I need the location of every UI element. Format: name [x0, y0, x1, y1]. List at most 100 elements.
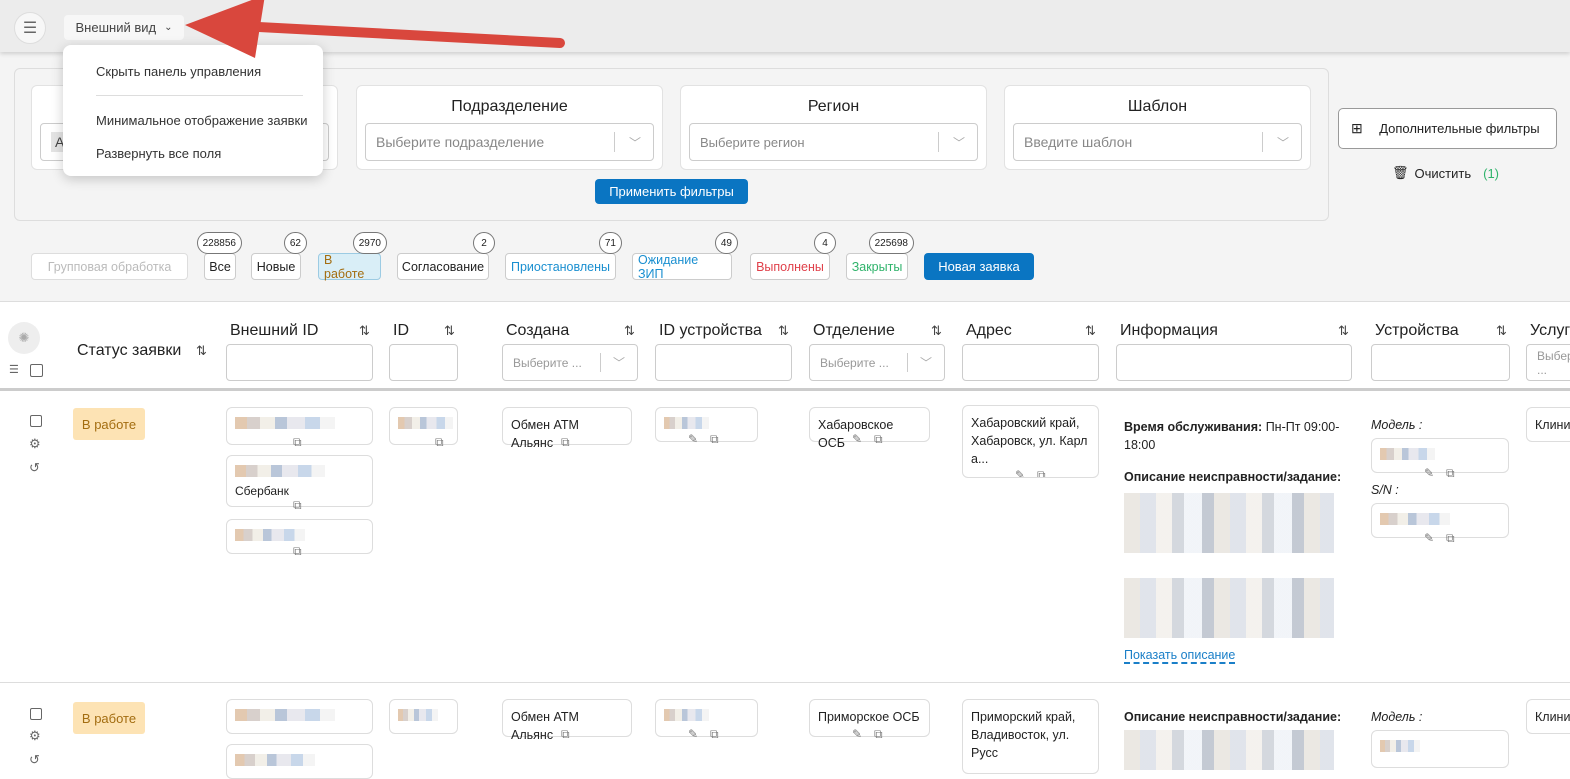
column-header[interactable]: ID устройства	[659, 322, 762, 339]
copy-icon[interactable]: ⧉	[1037, 468, 1046, 478]
annotation-arrow-icon	[185, 0, 565, 58]
clear-count: (1)	[1483, 165, 1499, 181]
edit-icon[interactable]: ✎	[852, 727, 863, 741]
sort-icon[interactable]: ⇅	[196, 343, 207, 358]
row-checkbox[interactable]	[30, 415, 42, 427]
more-filters-button[interactable]: ⊞ Дополнительные фильтры	[1338, 108, 1557, 149]
column-filter-input[interactable]	[389, 344, 458, 381]
column-header[interactable]: Отделение	[813, 322, 895, 339]
sn-label: S/N :	[1371, 483, 1399, 497]
status-tab[interactable]: Ожидание ЗИП	[632, 253, 732, 281]
edit-icon[interactable]: ✎	[1424, 531, 1435, 545]
sort-icon[interactable]: ⇅	[624, 323, 635, 338]
status-count-badge: 49	[714, 232, 738, 254]
column-filter-select[interactable]: Выберите ... ﹀	[809, 344, 945, 381]
external-id-card	[226, 744, 373, 779]
model-label: Модель :	[1371, 418, 1423, 432]
column-filter-select[interactable]: Выберите ...	[1526, 344, 1570, 381]
copy-icon[interactable]: ⧉	[874, 727, 883, 741]
region-select[interactable]: Выберите регион ﹀	[689, 123, 978, 161]
filter-box-region: Регион Выберите регион ﹀	[680, 85, 987, 170]
column-filter-input[interactable]	[1116, 344, 1352, 381]
status-count-badge: 225698	[868, 232, 914, 254]
gear-icon[interactable]: ⚙	[29, 728, 41, 743]
copy-icon[interactable]: ⧉	[1446, 466, 1455, 480]
sort-icon[interactable]: ⇅	[1496, 323, 1507, 338]
column-filter-input[interactable]	[655, 344, 792, 381]
services-text: Клини	[1535, 710, 1570, 724]
copy-icon[interactable]: ⧉	[435, 435, 444, 449]
copy-icon[interactable]: ⧉	[874, 432, 883, 446]
column-header[interactable]: ID	[393, 322, 409, 339]
id-card: ⧉	[389, 407, 458, 449]
edit-icon[interactable]: ✎	[1424, 466, 1435, 480]
column-filter-input[interactable]	[962, 344, 1099, 381]
status-count-badge: 2	[473, 232, 495, 254]
copy-icon[interactable]: ⧉	[561, 435, 570, 449]
menu-item-expand-all[interactable]: Развернуть все поля	[96, 146, 222, 161]
column-header[interactable]: Создана	[506, 322, 570, 339]
sort-icon[interactable]: ⇅	[359, 323, 370, 338]
column-filter-select[interactable]: Выберите ... ﹀	[502, 344, 638, 381]
clear-filters-button[interactable]: 🗑 Очистить (1)	[1392, 165, 1499, 181]
copy-icon[interactable]: ⧉	[293, 498, 302, 512]
status-tab[interactable]: Закрыты	[846, 253, 908, 280]
copy-icon[interactable]: ⧉	[561, 727, 570, 741]
status-tab[interactable]: Приостановлены	[505, 253, 616, 280]
history-icon[interactable]: ↺	[29, 460, 40, 475]
edit-icon[interactable]: ✎	[1015, 468, 1026, 478]
status-tab[interactable]: В работе	[318, 253, 381, 281]
header-separator	[0, 388, 1570, 391]
column-header-status[interactable]: Статус заявки	[77, 342, 182, 359]
sort-icon[interactable]: ⇅	[931, 323, 942, 338]
subdivision-select[interactable]: Выберите подразделение ﹀	[365, 123, 654, 161]
chevron-down-icon: ﹀	[612, 356, 625, 370]
model-label: Модель :	[1371, 710, 1423, 724]
menu-item-hide-panel[interactable]: Скрыть панель управления	[96, 64, 262, 79]
list-icon[interactable]: ☰	[9, 364, 19, 376]
edit-icon[interactable]: ✎	[688, 432, 699, 446]
external-id-card: ⧉	[226, 519, 373, 558]
copy-icon[interactable]: ⧉	[293, 544, 302, 558]
template-select[interactable]: Введите шаблон ﹀	[1013, 123, 1302, 161]
column-filter-input[interactable]	[1371, 344, 1510, 381]
filter-box-subdivision: Подразделение Выберите подразделение ﹀	[356, 85, 663, 170]
column-filter-input[interactable]	[226, 344, 373, 381]
view-dropdown-button[interactable]: Внешний вид ⌄	[64, 15, 184, 40]
status-tab[interactable]: Новые	[251, 253, 301, 280]
column-header[interactable]: Информация	[1120, 322, 1218, 339]
sort-icon[interactable]: ⇅	[1085, 323, 1096, 338]
row-checkbox[interactable]	[30, 708, 42, 720]
menu-item-minimal-view[interactable]: Минимальное отображение заявки	[96, 113, 308, 128]
created-text: Обмен АТМ Альянс	[511, 710, 579, 742]
edit-icon[interactable]: ✎	[688, 727, 699, 741]
status-tab[interactable]: Согласование	[397, 253, 489, 280]
column-header[interactable]: Внешний ID	[230, 322, 319, 339]
column-header[interactable]: Устройства	[1375, 322, 1459, 339]
sort-icon[interactable]: ⇅	[444, 323, 455, 338]
gear-icon[interactable]: ⚙	[29, 436, 41, 451]
history-icon[interactable]: ↺	[29, 752, 40, 767]
sort-icon[interactable]: ⇅	[778, 323, 789, 338]
copy-icon[interactable]: ⧉	[710, 727, 719, 741]
more-filters-label: Дополнительные фильтры	[1379, 121, 1540, 136]
status-tab[interactable]: Все	[204, 253, 236, 280]
sort-icon[interactable]: ⇅	[1338, 323, 1349, 338]
group-processing-button[interactable]: Групповая обработка	[31, 253, 188, 280]
new-request-button[interactable]: Новая заявка	[924, 253, 1034, 280]
column-header[interactable]: Услуги	[1530, 322, 1570, 339]
copy-icon[interactable]: ⧉	[293, 435, 302, 449]
loading-spinner-icon: ✺	[8, 322, 40, 354]
edit-icon[interactable]: ✎	[852, 432, 863, 446]
select-all-checkbox[interactable]	[30, 364, 43, 377]
show-description-link[interactable]: Показать описание	[1124, 648, 1236, 664]
column-header[interactable]: Адрес	[966, 322, 1012, 339]
copy-icon[interactable]: ⧉	[1446, 531, 1455, 545]
copy-icon[interactable]: ⧉	[710, 432, 719, 446]
apply-filters-button[interactable]: Применить фильтры	[595, 179, 748, 204]
select-placeholder: Выберите ...	[1537, 348, 1570, 377]
menu-icon[interactable]: ☰	[14, 12, 46, 44]
chevron-down-icon: ﹀	[952, 135, 965, 150]
external-id-text: Сбербанк	[235, 484, 289, 498]
status-tab[interactable]: Выполнены	[750, 253, 830, 280]
